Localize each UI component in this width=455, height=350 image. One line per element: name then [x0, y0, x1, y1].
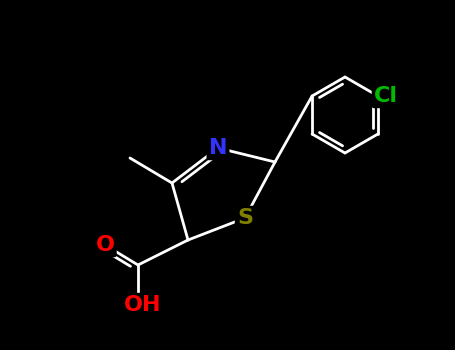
Text: N: N	[209, 138, 227, 158]
Text: S: S	[237, 208, 253, 228]
Text: OH: OH	[124, 295, 162, 315]
Text: O: O	[96, 235, 115, 255]
Text: Cl: Cl	[374, 86, 398, 106]
